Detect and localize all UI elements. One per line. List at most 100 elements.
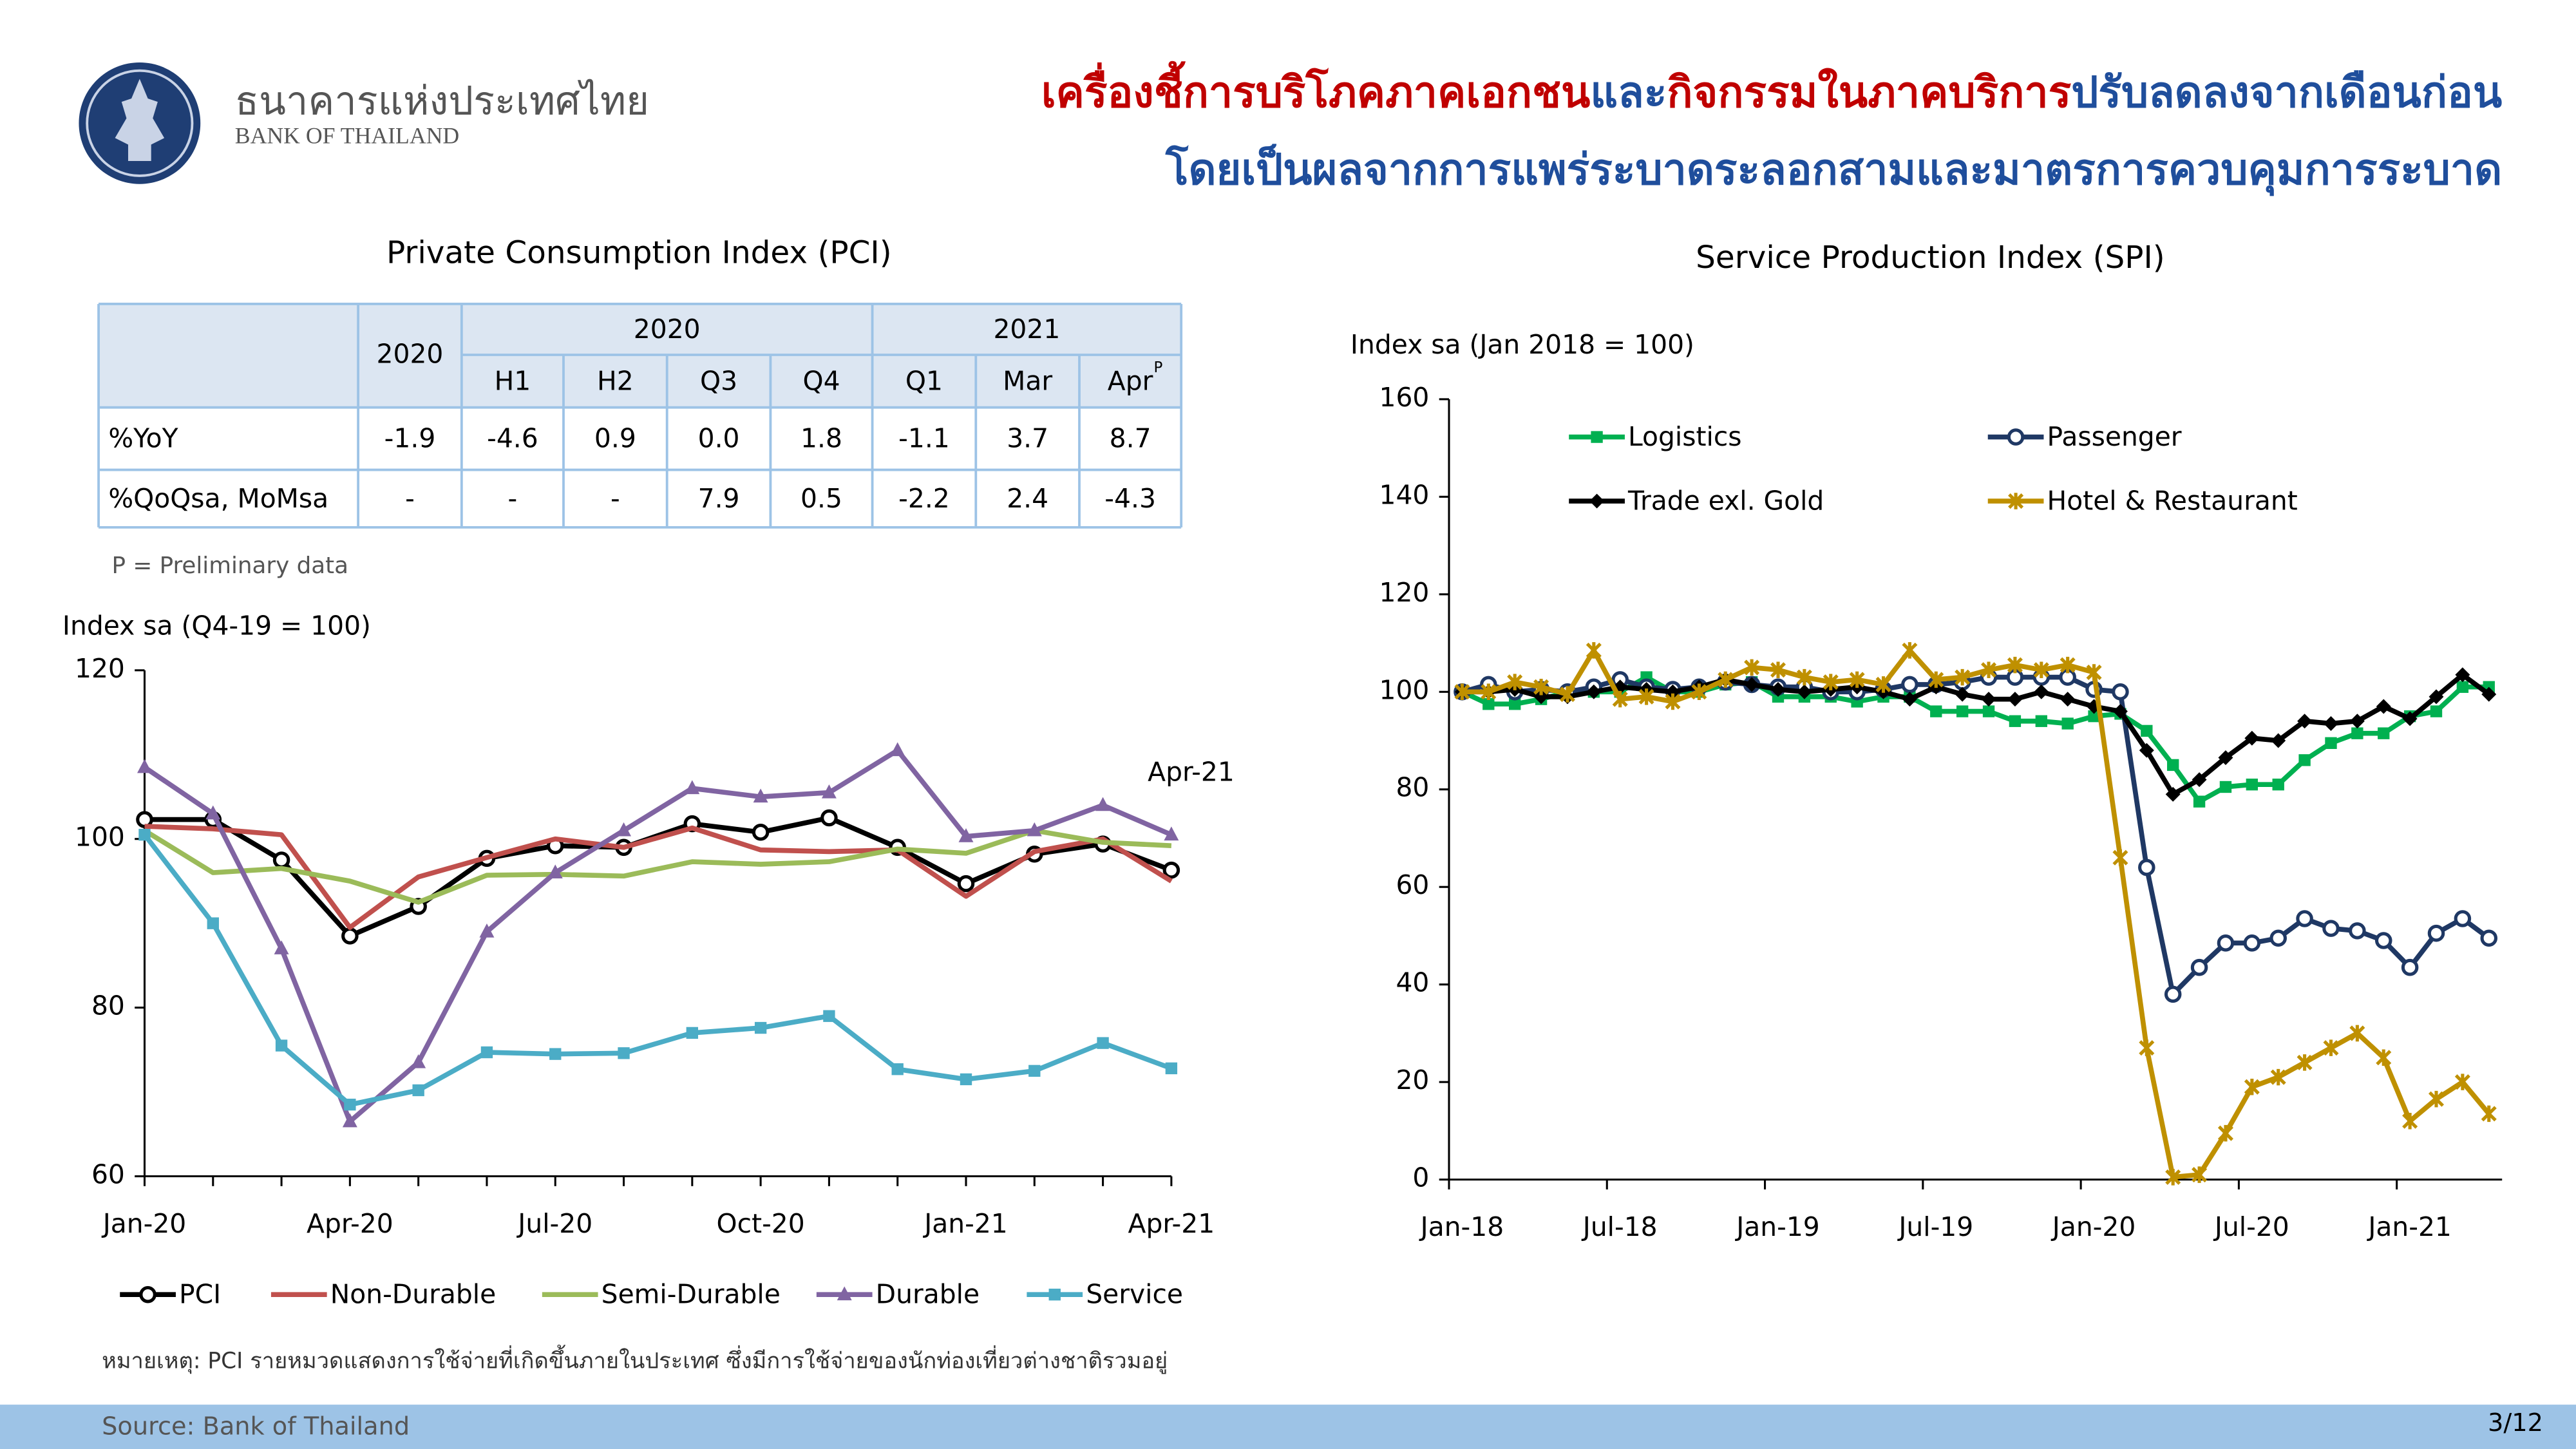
point [2060,692,2076,707]
point [1665,693,1681,710]
table-cell: - [405,483,415,514]
point [2219,781,2232,793]
table-column-header: Q1 [905,365,943,396]
table-cell: - [611,483,620,514]
legend-marker [2007,428,2025,446]
point [2325,737,2337,750]
table-cell: -4.6 [487,423,538,454]
point [342,1113,357,1128]
point [1027,822,1042,837]
x-tick-label: Jul-18 [1581,1211,1658,1242]
table-cell: -2.2 [898,483,950,514]
point [411,1054,426,1068]
point [1638,688,1654,705]
point [2060,656,2076,674]
point [1849,671,1865,688]
x-tick-label: Jan-21 [2366,1211,2452,1242]
y-tick-label: 80 [91,990,125,1021]
x-tick-label: Jan-20 [101,1208,187,1239]
footer-bar [0,1405,2576,1449]
legend-marker [837,1286,852,1301]
legend-label: Non-Durable [330,1279,496,1310]
point [1559,686,1575,703]
table-cell: -4.3 [1104,483,1156,514]
point [1875,676,1891,693]
table-cell: 0.5 [800,483,842,514]
table-cell: 2.4 [1007,483,1048,514]
x-tick-label: Oct-20 [717,1208,805,1239]
title-segment: ปรับลดลงจากเดือนก่อน [2071,67,2502,117]
point [1901,676,1918,694]
point [2429,689,2444,705]
point [754,1021,767,1034]
point [2323,1039,2339,1056]
point [752,823,770,841]
point [2007,656,2023,674]
point [2349,714,2365,729]
table-cell: -1.9 [384,423,436,454]
y-tick-label: 100 [1379,674,1430,705]
point [275,1039,288,1052]
legend-label: Trade exl. Gold [1627,486,1824,516]
table-cell: 0.0 [698,423,740,454]
point [2193,795,2206,808]
table-column-header: Apr [1108,365,1153,396]
point [2402,711,2418,726]
legend-marker [2008,493,2024,509]
point [2454,1074,2470,1090]
legend-label: PCI [179,1279,221,1310]
point [2164,985,2182,1003]
slide-subtitle: โดยเป็นผลจากการแพร่ระบาดระลอกสามและมาตรก… [1165,144,2502,196]
point [1097,1037,1109,1049]
table-cell: - [508,483,518,514]
point [1981,661,1997,678]
point [1955,668,1971,686]
x-tick-label: Jul-20 [516,1208,592,1239]
point [479,923,495,938]
table-year-header: 2020 [377,338,444,369]
point [138,828,151,841]
series-line [142,833,1173,1108]
point [1744,659,1760,676]
legend-marker [1591,431,1603,443]
point [2430,705,2443,717]
point [2296,910,2313,927]
table-column-header: H2 [597,365,634,396]
title-segment: เครื่องชี้การบริโภคภาคเอกชน [1041,61,1591,117]
table-row-label: %YoY [108,423,178,454]
point [1162,861,1180,879]
table-footnote: P = Preliminary data [111,553,348,579]
point [2217,934,2235,952]
point [2376,699,2391,714]
chart-title: Private Consumption Index (PCI) [386,234,892,270]
note: หมายเหตุ: PCI รายหมวดแสดงการใช้จ่ายที่เก… [102,1344,1168,1374]
point [2402,1112,2418,1130]
point [2269,929,2287,947]
point [2218,750,2233,766]
point [1028,1065,1041,1077]
point [1930,705,1942,717]
point [2243,934,2261,952]
point [1164,826,1179,841]
title-segment: โดยเป็นผลจากการแพร่ระบาดระลอกสามและมาตรก… [1165,144,2502,196]
table-body-bg [99,407,1182,527]
point [1612,690,1628,708]
series-line [1462,648,2491,1180]
point [1165,1062,1178,1075]
point [1770,661,1786,678]
point [2351,727,2363,739]
x-tick-label: Jan-20 [2050,1211,2136,1242]
point [2061,717,2074,730]
point [2112,683,2129,701]
point [274,940,289,954]
point [2480,929,2498,947]
point [2009,715,2022,727]
y-tick-label: 20 [1396,1065,1429,1095]
x-tick-label: Apr-21 [1128,1208,1215,1239]
point [1481,683,1497,701]
y-tick-label: 40 [1396,967,1429,998]
series-line [143,828,1172,905]
legend-label: Semi-Durable [601,1279,781,1310]
